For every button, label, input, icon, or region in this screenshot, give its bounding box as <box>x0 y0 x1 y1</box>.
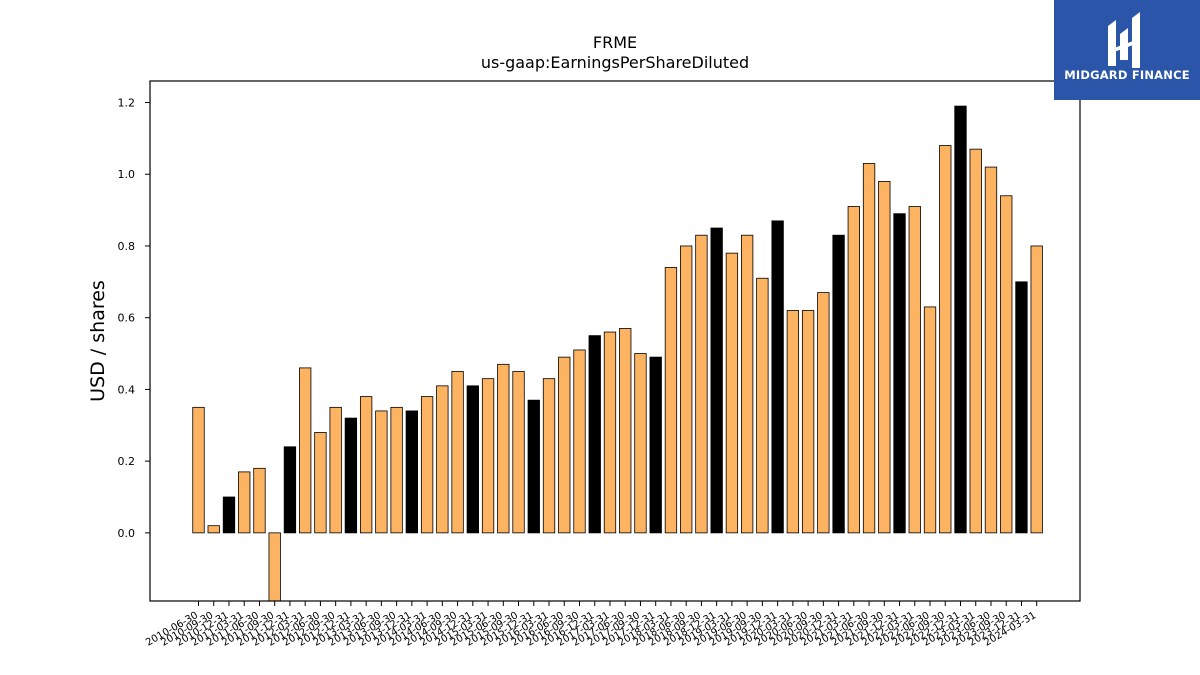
bar-2014-03-31 <box>420 396 434 534</box>
y-tick-label: 1.0 <box>118 168 136 181</box>
y-axis-label: USD / shares <box>87 280 109 402</box>
bar-2017-12-31 <box>649 356 662 534</box>
bar-2020-12-31 <box>832 234 845 534</box>
bar-2013-12-31 <box>405 410 419 534</box>
bar-2018-12-31 <box>710 227 723 534</box>
bar-2022-09-30 <box>939 145 952 534</box>
bar-2021-06-30 <box>862 163 876 534</box>
bar-2023-12-31 <box>1015 281 1028 534</box>
bar-2013-06-30 <box>375 410 388 534</box>
bar-2012-12-31 <box>344 417 358 534</box>
bar-2018-09-30 <box>695 234 708 534</box>
bar-2017-03-31 <box>603 331 617 534</box>
y-tick-label: 0.6 <box>118 312 136 325</box>
bar-2019-12-31 <box>771 220 784 534</box>
bar-2014-12-31 <box>466 385 479 534</box>
y-tick-label: 0.2 <box>118 455 136 468</box>
bar-2023-09-30 <box>1000 195 1013 534</box>
bar-2016-12-31 <box>588 335 601 534</box>
midgard-logo-icon <box>1108 12 1140 68</box>
bar-2022-12-31 <box>954 105 967 534</box>
bar-2015-03-31 <box>481 378 495 534</box>
bar-2011-12-31 <box>283 446 297 534</box>
bar-2020-09-30 <box>817 292 830 534</box>
y-tick-label: 1.2 <box>118 97 136 110</box>
bar-2021-03-31 <box>847 206 860 534</box>
bar-2017-06-30 <box>619 328 632 534</box>
bar-2022-03-31 <box>908 206 921 534</box>
chart-title: FRME <box>593 33 637 52</box>
bar-2016-06-30 <box>558 356 571 534</box>
bar-2022-06-30 <box>923 306 937 534</box>
bar-2018-06-30 <box>680 245 693 534</box>
bar-2023-03-31 <box>969 148 982 534</box>
bar-2020-03-31 <box>786 310 800 534</box>
bar-2016-03-31 <box>542 378 556 534</box>
bar-2020-06-30 <box>801 310 815 534</box>
bar-2010-09-30 <box>207 525 220 534</box>
bar-2024-03-31 <box>1030 245 1043 534</box>
bar-2016-09-30 <box>573 349 586 534</box>
bar-2012-09-30 <box>329 406 342 534</box>
bar-2011-06-30 <box>253 467 266 534</box>
bar-2018-03-31 <box>664 267 678 534</box>
chart-subtitle: us-gaap:EarningsPerShareDiluted <box>481 53 749 72</box>
bar-2021-09-30 <box>878 181 891 534</box>
bar-2015-09-30 <box>512 371 525 534</box>
bar-2021-12-31 <box>893 213 906 534</box>
bar-2023-06-30 <box>984 166 998 534</box>
bar-2014-06-30 <box>436 385 449 534</box>
bar-2019-06-30 <box>740 234 754 534</box>
bar-2019-09-30 <box>756 277 769 534</box>
bar-2010-06-30 <box>192 406 205 534</box>
bar-2015-12-31 <box>527 399 540 534</box>
bar-2010-12-31 <box>222 496 236 534</box>
x-axis: 2010-06-302010-09-302010-12-312011-03-31… <box>144 601 1038 649</box>
bar-2013-03-31 <box>359 396 373 534</box>
plot-frame <box>149 80 1081 602</box>
bar-2012-03-31 <box>299 367 312 534</box>
bar-2013-09-30 <box>390 406 403 534</box>
y-tick-label: 0.4 <box>118 383 136 396</box>
bar-2017-09-30 <box>634 353 647 534</box>
brand-logo: MIDGARD FINANCE <box>1054 0 1200 100</box>
y-tick-label: 0.0 <box>118 527 136 540</box>
bar-2019-03-31 <box>725 252 739 534</box>
bar-2015-06-30 <box>497 363 510 534</box>
bar-2012-06-30 <box>314 432 327 534</box>
bar-series <box>192 105 1043 602</box>
y-axis: 0.0 0.2 0.4 0.6 0.8 1.0 1.2 <box>118 97 150 540</box>
bar-2011-03-31 <box>238 471 251 534</box>
y-tick-label: 0.8 <box>118 240 136 253</box>
bar-2014-09-30 <box>451 371 464 534</box>
bar-2011-09-30 <box>268 532 281 602</box>
brand-name: MIDGARD FINANCE <box>1064 68 1190 82</box>
